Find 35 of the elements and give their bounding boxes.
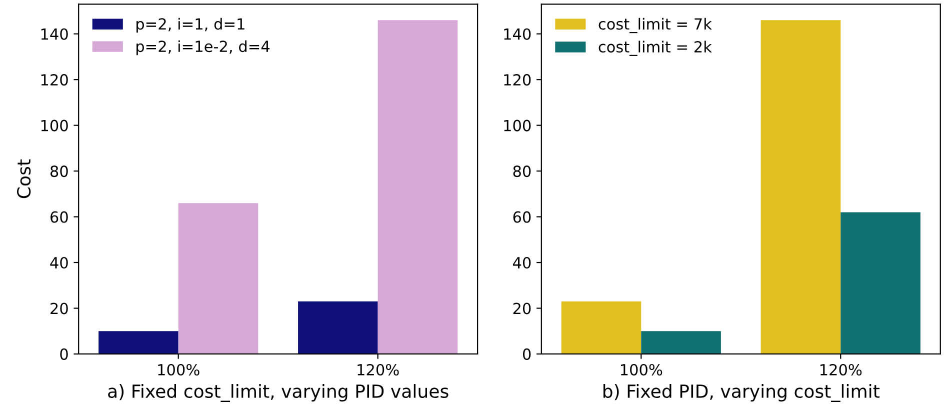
y-tick-label: 0 (522, 348, 531, 360)
bar (561, 301, 642, 354)
legend-label: p=2, i=1e-2, d=4 (136, 40, 270, 56)
legend-label: cost_limit = 7k (598, 18, 712, 34)
y-tick-label: 120 (41, 74, 68, 86)
y-axis-title: Cost (17, 159, 31, 198)
y-tick-label: 140 (41, 28, 68, 40)
y-tick-label: 100 (504, 120, 531, 132)
x-axis-title: b) Fixed PID, varying cost_limit (603, 384, 880, 402)
y-tick-label: 40 (512, 256, 531, 269)
bar (178, 203, 258, 354)
y-tick-label: 0 (60, 348, 68, 360)
x-tick-label: 100% (158, 364, 200, 376)
x-tick-label: 120% (820, 364, 862, 376)
legend-label: cost_limit = 2k (598, 40, 712, 56)
x-tick-label: 120% (358, 364, 399, 376)
x-tick-label: 100% (620, 364, 662, 376)
bar (840, 212, 920, 354)
y-tick-label: 20 (50, 302, 68, 314)
y-tick-label: 20 (513, 302, 531, 314)
y-tick-label: 120 (504, 74, 531, 86)
y-tick-label: 60 (513, 211, 531, 223)
bar (298, 301, 378, 354)
bar (641, 331, 721, 354)
y-tick-label: 60 (50, 211, 68, 223)
y-tick-label: 100 (41, 120, 68, 132)
bar (760, 20, 841, 354)
y-tick-label: 140 (504, 28, 531, 40)
x-axis-title: a) Fixed cost_limit, varying PID values (108, 384, 448, 402)
y-tick-label: 40 (50, 256, 68, 269)
y-tick-label: 80 (513, 166, 531, 178)
bar (378, 20, 458, 354)
bar (98, 331, 178, 354)
y-tick-label: 80 (50, 166, 68, 178)
legend-label: p=2, i=1, d=1 (136, 18, 244, 33)
